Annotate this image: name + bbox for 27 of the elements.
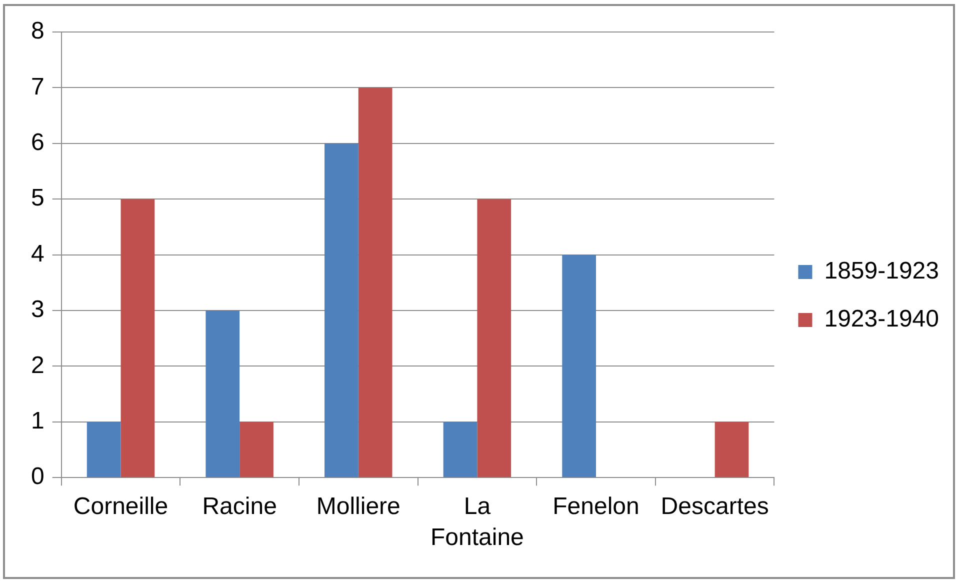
y-tick-label: 1 (30, 408, 44, 435)
x-tick-label: Racine (202, 492, 277, 520)
x-tick-label: La Fontaine (430, 492, 524, 552)
y-tick-label: 5 (30, 184, 44, 212)
y-tick-label: 8 (30, 18, 44, 45)
bar (714, 422, 749, 478)
bar (120, 199, 155, 478)
legend-label: 1859-1923 (824, 258, 940, 285)
bar (324, 143, 358, 478)
legend-label: 1923-1940 (824, 306, 940, 333)
y-tick-label: 4 (30, 240, 44, 268)
bar (86, 422, 121, 478)
x-tick-label: Corneille (73, 492, 168, 520)
y-tick-label: 0 (30, 463, 44, 490)
x-tick-label: Molliere (316, 492, 400, 520)
bar (562, 254, 596, 478)
bar (358, 88, 392, 478)
x-tick-label: Descartes (660, 492, 769, 520)
x-tick-label: Fenelon (552, 492, 640, 520)
bar (206, 310, 240, 478)
bar (240, 422, 274, 478)
y-tick-label: 3 (30, 296, 44, 324)
y-tick-label: 6 (30, 129, 44, 156)
bar (477, 199, 512, 478)
y-tick-label: 7 (30, 73, 44, 100)
y-tick-label: 2 (30, 352, 44, 379)
bar (443, 422, 478, 478)
